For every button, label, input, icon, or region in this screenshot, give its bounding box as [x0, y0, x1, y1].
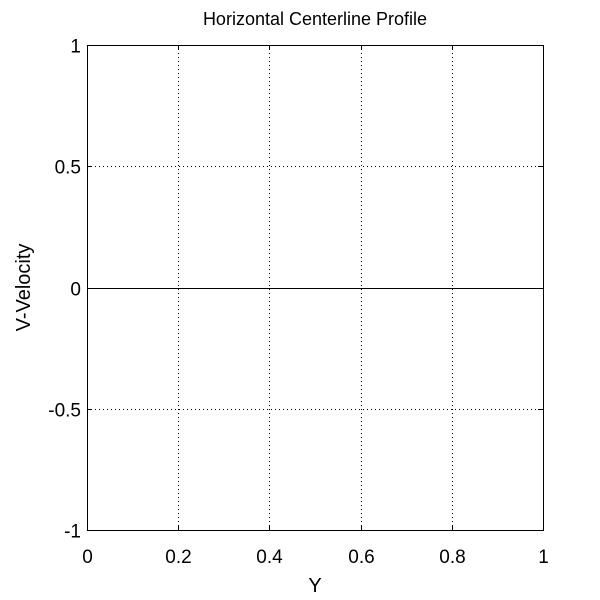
tick-label-layer: 0 0.2 0.4 0.6 0.8 1 -1 -0.5 0 0.5 1 — [48, 37, 549, 569]
x-tick-label: 0.4 — [256, 547, 283, 568]
tick-layer — [87, 45, 544, 531]
x-tick-label: 0.6 — [348, 547, 374, 568]
y-axis-label: V-Velocity — [13, 244, 35, 332]
x-tick-label: 0 — [82, 547, 93, 568]
x-tick-label: 0.2 — [165, 547, 191, 568]
grid-layer — [87, 45, 543, 530]
y-tick-label: 0.5 — [55, 158, 81, 179]
x-axis-label: Y — [308, 575, 321, 597]
y-tick-label: 0 — [70, 280, 81, 301]
x-tick-label: 0.8 — [439, 547, 465, 568]
y-tick-label: -0.5 — [48, 401, 81, 422]
x-tick-label: 1 — [538, 547, 549, 568]
y-tick-label: -1 — [64, 522, 81, 543]
chart-title: Horizontal Centerline Profile — [203, 9, 427, 29]
y-tick-label: 1 — [70, 37, 81, 58]
